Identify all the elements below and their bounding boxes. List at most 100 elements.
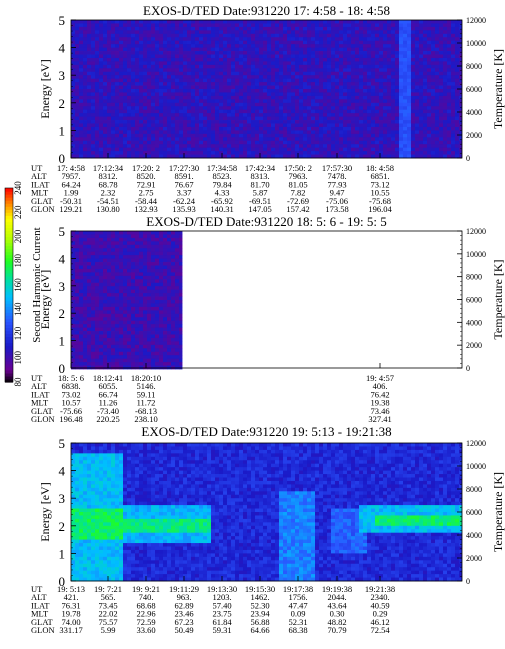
- heatmap-cell: [323, 126, 328, 131]
- heatmap-cell: [275, 147, 280, 152]
- heatmap-cell: [163, 26, 168, 31]
- heatmap-cell: [203, 64, 208, 69]
- heatmap-cell: [227, 54, 232, 59]
- heatmap-cell: [131, 265, 136, 270]
- heatmap-cell: [359, 37, 364, 42]
- heatmap-cell: [119, 144, 124, 149]
- heatmap-cell: [99, 265, 104, 270]
- heatmap-cell: [303, 37, 308, 42]
- heatmap-cell: [291, 30, 296, 35]
- heatmap-cell: [283, 126, 288, 131]
- heatmap-cell: [339, 144, 344, 149]
- heatmap-cell: [115, 123, 120, 128]
- heatmap-cell: [279, 47, 284, 52]
- heatmap-cell: [247, 102, 252, 107]
- heatmap-cell: [375, 78, 380, 83]
- heatmap-cell: [311, 37, 316, 42]
- heatmap-cell: [99, 268, 104, 273]
- heatmap-cell: [135, 303, 140, 308]
- table-cell: -58.44: [135, 196, 158, 206]
- heatmap-cell: [131, 275, 136, 280]
- heatmap-cell: [307, 78, 312, 83]
- heatmap-cell: [315, 54, 320, 59]
- heatmap-cell: [91, 289, 96, 294]
- heatmap-cell: [135, 95, 140, 100]
- heatmap-cell: [443, 51, 448, 55]
- heatmap-cell: [183, 140, 188, 145]
- heatmap-cell: [123, 78, 128, 83]
- heatmap-cell: [83, 268, 88, 273]
- heatmap-cell: [71, 248, 76, 253]
- heatmap-cell: [243, 113, 248, 117]
- colorbar-tick-label: 100: [13, 351, 23, 365]
- heatmap-cell: [383, 57, 388, 62]
- heatmap-cell: [95, 75, 100, 80]
- heatmap-cell: [219, 109, 224, 114]
- heatmap-cell: [299, 120, 304, 124]
- heatmap-cell: [379, 57, 384, 62]
- heatmap-cell: [147, 241, 152, 246]
- heatmap-cell: [299, 82, 304, 86]
- heatmap-cell: [131, 365, 136, 370]
- heatmap-cell: [111, 362, 116, 366]
- heatmap-cell: [359, 30, 364, 35]
- heatmap-cell: [239, 71, 244, 76]
- heatmap-cell: [111, 95, 116, 100]
- heatmap-cell: [363, 75, 368, 80]
- heatmap-cell: [399, 147, 404, 152]
- heatmap-cell: [439, 102, 444, 107]
- heatmap-cell: [251, 64, 256, 69]
- heatmap-cell: [371, 126, 376, 131]
- heatmap-cell: [155, 126, 160, 131]
- heatmap-cell: [135, 123, 140, 128]
- heatmap-cell: [179, 64, 184, 69]
- heatmap-cell: [355, 51, 360, 55]
- heatmap-cell: [415, 137, 420, 142]
- heatmap-cell: [459, 89, 462, 93]
- heatmap-cell: [135, 258, 140, 263]
- heatmap-cell: [391, 92, 396, 97]
- heatmap-cell: [231, 61, 236, 66]
- heatmap-cell: [303, 61, 308, 66]
- table-cell: 8312.: [98, 171, 117, 181]
- heatmap-cell: [343, 78, 348, 83]
- heatmap-cell: [95, 147, 100, 152]
- heatmap-cell: [179, 20, 184, 24]
- heatmap-cell: [223, 57, 228, 62]
- heatmap-cell: [87, 37, 92, 42]
- heatmap-cell: [123, 126, 128, 131]
- heatmap-cell: [407, 140, 412, 145]
- heatmap-cell: [147, 324, 152, 328]
- heatmap-cell: [415, 30, 420, 35]
- heatmap-cell: [359, 89, 364, 93]
- heatmap-cell: [215, 113, 220, 117]
- heatmap-cell: [399, 61, 404, 66]
- heatmap-cell: [79, 109, 84, 114]
- heatmap-cell: [379, 130, 384, 135]
- heatmap-cell: [255, 116, 260, 121]
- heatmap-cell: [239, 120, 244, 124]
- heatmap-cell: [151, 334, 156, 339]
- heatmap-cell: [371, 99, 376, 104]
- heatmap-cell: [207, 106, 212, 111]
- heatmap-cell: [99, 324, 104, 328]
- heatmap-cell: [427, 37, 432, 42]
- heatmap-cell: [147, 102, 152, 107]
- heatmap-cell: [375, 95, 380, 100]
- heatmap-cell: [131, 44, 136, 48]
- heatmap-cell: [103, 54, 108, 59]
- heatmap-cell: [347, 30, 352, 35]
- heatmap-cell: [243, 147, 248, 152]
- heatmap-cell: [75, 300, 80, 304]
- heatmap-cell: [303, 147, 308, 152]
- heatmap-cell: [115, 341, 120, 346]
- table-cell: 68.78: [98, 179, 117, 189]
- heatmap-cell: [127, 113, 132, 117]
- heatmap-cell: [235, 137, 240, 142]
- heatmap-cell: [87, 99, 92, 104]
- heatmap-cell: [83, 286, 88, 291]
- heatmap-cell: [71, 106, 76, 111]
- heatmap-cell: [171, 92, 176, 97]
- heatmap-cell: [99, 262, 104, 266]
- heatmap-cell: [351, 64, 356, 69]
